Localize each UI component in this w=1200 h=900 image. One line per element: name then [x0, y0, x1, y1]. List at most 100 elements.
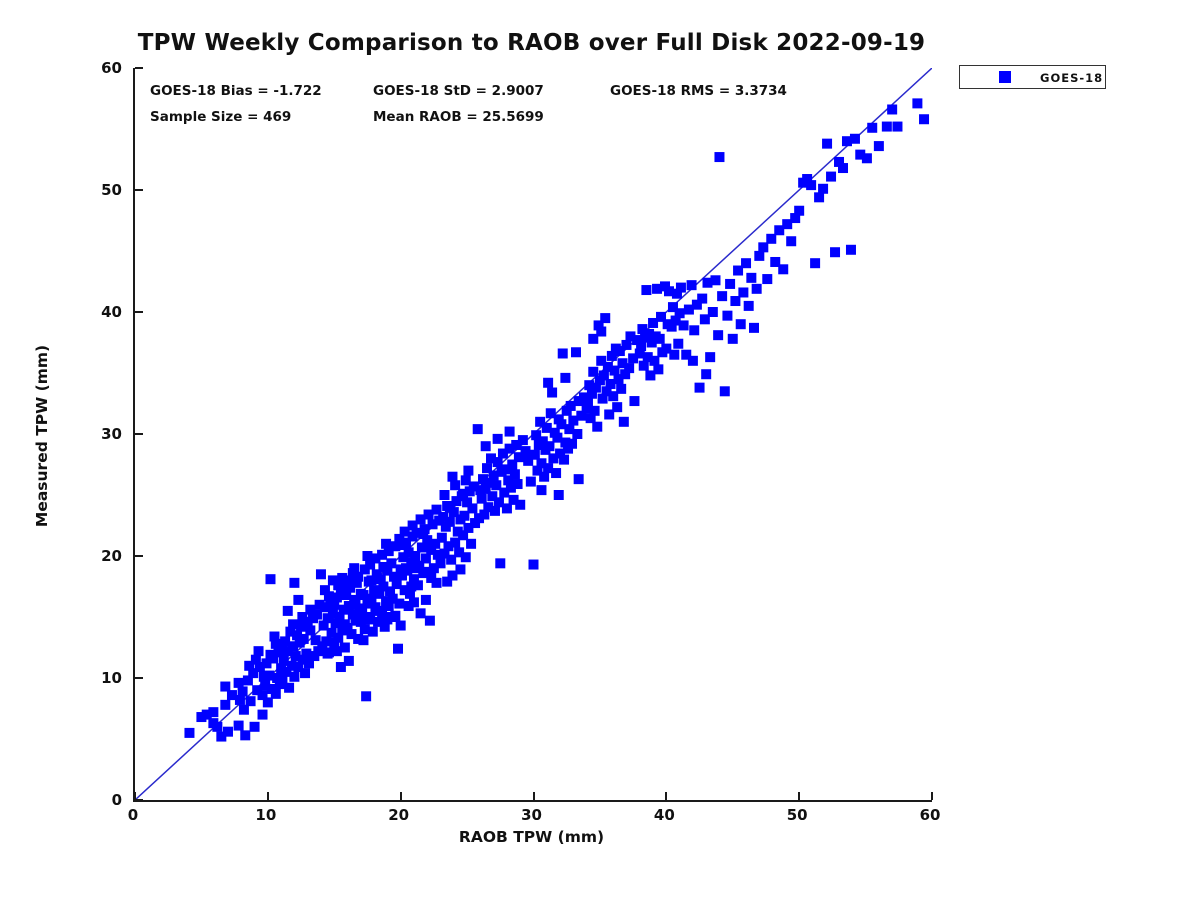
- scatter-point: [735, 319, 746, 330]
- y-tick-label: 50: [101, 181, 122, 199]
- scatter-point: [541, 422, 552, 433]
- scatter-point: [598, 370, 609, 381]
- scatter-point: [351, 577, 362, 588]
- scatter-point: [357, 607, 368, 618]
- scatter-point: [826, 171, 837, 182]
- scatter-point: [485, 453, 496, 464]
- scatter-point: [252, 685, 263, 696]
- scatter-point: [644, 328, 655, 339]
- y-tick-mark: [135, 311, 143, 313]
- scatter-point: [687, 355, 698, 366]
- scatter-point: [277, 675, 288, 686]
- scatter-point: [702, 277, 713, 288]
- scatter-point: [220, 681, 231, 692]
- scatter-point: [396, 570, 407, 581]
- scatter-point: [430, 538, 441, 549]
- scatter-point: [504, 443, 515, 454]
- stat-bias: GOES-18 Bias = -1.722: [150, 83, 322, 99]
- scatter-point: [335, 662, 346, 673]
- stat-sample-size: Sample Size = 469: [150, 109, 292, 125]
- scatter-point: [331, 646, 342, 657]
- scatter-point: [507, 459, 518, 470]
- scatter-point: [810, 258, 821, 269]
- scatter-point: [596, 326, 607, 337]
- scatter-point: [359, 564, 370, 575]
- scatter-point: [649, 355, 660, 366]
- scatter-point: [694, 382, 705, 393]
- scatter-point: [517, 435, 528, 446]
- legend-label: GOES-18: [1040, 71, 1104, 85]
- scatter-point: [394, 533, 405, 544]
- scatter-point: [311, 609, 322, 620]
- scatter-point: [459, 510, 470, 521]
- scatter-point: [289, 671, 300, 682]
- x-tick-label: 0: [127, 806, 139, 824]
- scatter-point: [628, 353, 639, 364]
- plot-area: [133, 67, 933, 802]
- scatter-point: [460, 552, 471, 563]
- y-tick-mark: [135, 433, 143, 435]
- scatter-point: [463, 522, 474, 533]
- scatter-point: [245, 696, 256, 707]
- scatter-point: [573, 396, 584, 407]
- scatter-point: [557, 348, 568, 359]
- scatter-point: [377, 549, 388, 560]
- scatter-point: [403, 601, 414, 612]
- scatter-point: [319, 585, 330, 596]
- scatter-point: [675, 282, 686, 293]
- scatter-point: [667, 302, 678, 313]
- scatter-point: [584, 380, 595, 391]
- scatter-point: [184, 727, 195, 738]
- scatter-point: [238, 704, 249, 715]
- scatter-point: [258, 671, 269, 682]
- scatter-point: [407, 520, 418, 531]
- scatter-point: [492, 457, 503, 468]
- scatter-point: [710, 275, 721, 286]
- scatter-point: [483, 502, 494, 513]
- scatter-point: [834, 156, 845, 167]
- scatter-point: [536, 485, 547, 496]
- scatter-point: [727, 333, 738, 344]
- scatter-point: [582, 398, 593, 409]
- scatter-point: [673, 338, 684, 349]
- scatter-point: [786, 236, 797, 247]
- scatter-point: [280, 636, 291, 647]
- scatter-point: [292, 630, 303, 641]
- scatter-point: [355, 616, 366, 627]
- scatter-point: [201, 709, 212, 720]
- scatter-point: [439, 490, 450, 500]
- scatter-point: [426, 572, 437, 583]
- scatter-point: [476, 493, 487, 504]
- y-tick-mark: [135, 67, 143, 69]
- scatter-point: [424, 615, 435, 626]
- scatter-point: [539, 471, 550, 482]
- scatter-point: [545, 408, 556, 419]
- scatter-point: [466, 538, 477, 549]
- scatter-point: [790, 213, 801, 224]
- x-tick-mark: [665, 792, 668, 800]
- legend: GOES-18: [959, 65, 1106, 89]
- scatter-point: [491, 480, 502, 491]
- scatter-point: [573, 474, 584, 485]
- scatter-point: [505, 482, 516, 493]
- scatter-point: [758, 242, 769, 253]
- scatter-point: [390, 541, 401, 552]
- scatter-point: [601, 386, 612, 397]
- scatter-point: [653, 364, 664, 375]
- scatter-point: [614, 346, 625, 357]
- scatter-point: [543, 377, 554, 388]
- scatter-point: [730, 296, 741, 307]
- scatter-point: [794, 205, 805, 216]
- scatter-point: [713, 330, 724, 341]
- scatter-point: [892, 121, 903, 132]
- scatter-point: [399, 526, 410, 537]
- y-tick-label: 20: [101, 547, 122, 565]
- scatter-point: [699, 314, 710, 325]
- scatter-point: [350, 599, 361, 610]
- scatter-point: [322, 613, 333, 624]
- x-tick-label: 10: [255, 806, 277, 824]
- scatter-point: [427, 519, 438, 530]
- scatter-point: [435, 558, 446, 569]
- stat-mean-raob: Mean RAOB = 25.5699: [373, 109, 544, 125]
- scatter-point: [674, 308, 685, 319]
